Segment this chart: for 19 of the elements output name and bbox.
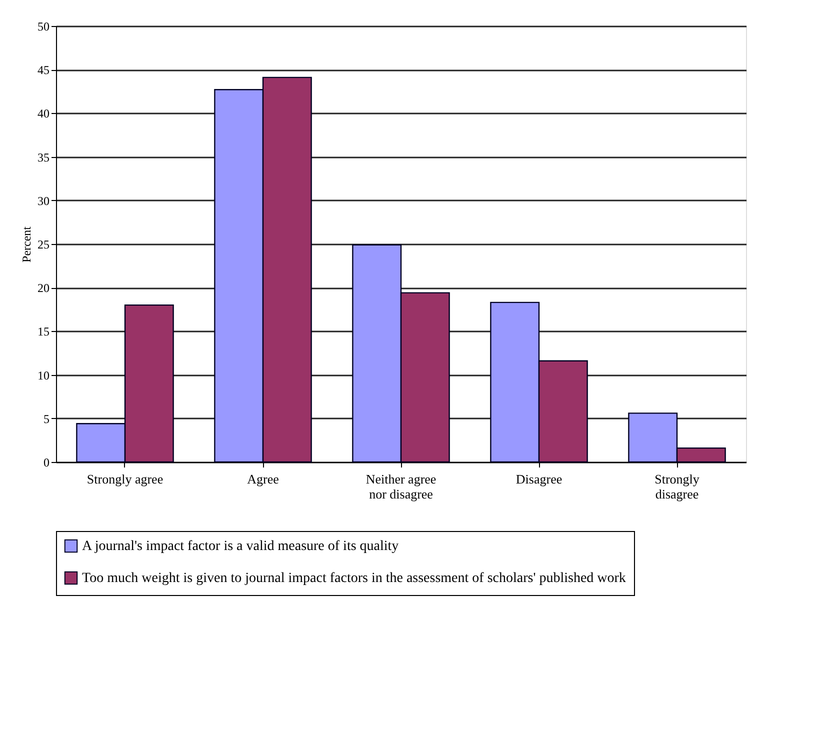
legend-label: Too much weight is given to journal impact factors in the assessment of scholars' published work bbox=[82, 571, 626, 586]
y-tick-label: 40 bbox=[38, 106, 50, 121]
y-tick-label: 15 bbox=[38, 324, 50, 339]
y-axis-title: Percent bbox=[20, 226, 34, 262]
x-tick-label: Agree bbox=[247, 472, 280, 486]
y-tick-label: 35 bbox=[38, 150, 50, 164]
y-tick-label: 30 bbox=[38, 194, 50, 208]
y-tick-label: 50 bbox=[38, 20, 50, 34]
x-tick-label: Strongly agree bbox=[86, 472, 164, 486]
x-tick-label: Disagree bbox=[516, 472, 562, 486]
y-tick-label: 5 bbox=[44, 412, 50, 426]
x-tick-label: Strongly disagree bbox=[654, 472, 700, 502]
y-tick-label: 45 bbox=[38, 63, 50, 78]
y-tick-label: 25 bbox=[38, 238, 50, 252]
x-tick-label: Neither agree nor disagree bbox=[366, 472, 436, 502]
y-tick-label: 20 bbox=[38, 281, 50, 296]
legend-label: A journal's impact factor is a valid measure of its quality bbox=[82, 539, 399, 554]
y-tick-label: 0 bbox=[44, 456, 50, 470]
y-tick-label: 10 bbox=[38, 368, 50, 382]
